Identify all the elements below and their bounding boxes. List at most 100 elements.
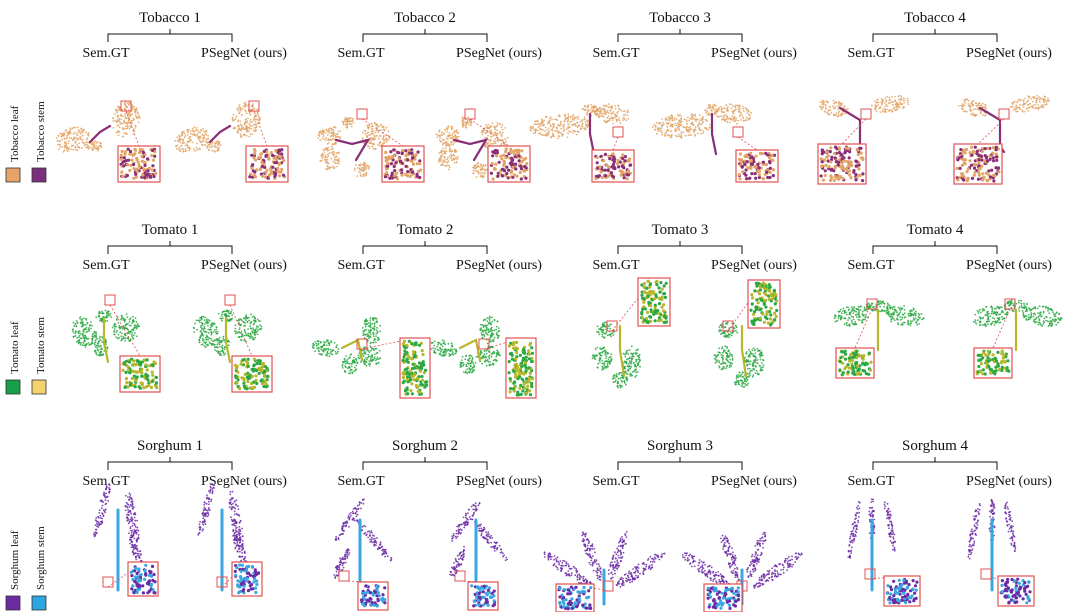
point-cloud-ground-truth (55, 100, 161, 183)
label-prediction: PSegNet (ours) (456, 46, 542, 61)
panel-sorghum-3: Sorghum 3 Sem.GT PSegNet (ours) (543, 438, 803, 612)
panel-title: Tomato 2 (397, 222, 454, 238)
panel-tobacco-1: Tobacco 1 Sem.GT PSegNet (ours) (55, 10, 289, 183)
point-cloud-ground-truth (817, 94, 910, 185)
zoom-connector (854, 308, 873, 349)
zoom-inset (637, 277, 671, 327)
legend-sorghum: Sorghum leaf Sorghum stem (5, 526, 47, 611)
panel-sorghum-2: Sorghum 2 Sem.GT PSegNet (ours) (333, 438, 542, 611)
zoom-inset (357, 581, 389, 611)
panel-tobacco-2: Tobacco 2 Sem.GT PSegNet (ours) (317, 10, 542, 183)
point-cloud-prediction (681, 531, 803, 612)
zoom-marker (102, 576, 114, 588)
bracket (107, 457, 233, 470)
zoom-marker (980, 568, 992, 580)
legend-swatch (31, 379, 47, 395)
legend-label: Tobacco stem (35, 101, 47, 162)
panel-title: Tobacco 1 (139, 10, 201, 26)
panel-tomato-1: Tomato 1 Sem.GT PSegNet (ours) (71, 222, 287, 393)
zoom-inset (119, 355, 161, 393)
zoom-inset (997, 575, 1035, 607)
zoom-connector (361, 118, 404, 147)
legend-swatch (31, 595, 47, 611)
point-cloud-ground-truth (333, 498, 393, 611)
label-ground-truth: Sem.GT (592, 258, 640, 273)
zoom-inset (883, 575, 921, 607)
zoom-connector (107, 561, 144, 588)
point-cloud-prediction (197, 483, 263, 597)
zoom-inset (381, 145, 425, 183)
zoom-marker (338, 570, 350, 582)
point-cloud-ground-truth (833, 298, 925, 379)
label-ground-truth: Sem.GT (847, 474, 895, 489)
label-ground-truth: Sem.GT (337, 258, 385, 273)
label-ground-truth: Sem.GT (847, 258, 895, 273)
legend-tobacco: Tobacco leaf Tobacco stem (5, 101, 47, 183)
zoom-connector (612, 136, 619, 151)
label-prediction: PSegNet (ours) (456, 258, 542, 273)
bracket (362, 457, 488, 470)
zoom-inset (817, 143, 867, 185)
zoom-inset (467, 581, 499, 611)
label-prediction: PSegNet (ours) (966, 46, 1052, 61)
legend-label: Tomato stem (35, 317, 47, 374)
legend-label: Tobacco leaf (9, 105, 21, 162)
point-cloud-prediction (713, 279, 781, 388)
zoom-inset (399, 337, 431, 399)
label-prediction: PSegNet (ours) (201, 46, 287, 61)
point-cloud-ground-truth (543, 531, 666, 612)
point-cloud-prediction (430, 315, 537, 399)
label-prediction: PSegNet (ours) (456, 474, 542, 489)
zoom-inset (231, 355, 273, 393)
label-prediction: PSegNet (ours) (966, 474, 1052, 489)
legend-swatch (5, 595, 21, 611)
panel-title: Tobacco 3 (649, 10, 711, 26)
zoom-marker (224, 294, 236, 306)
label-prediction: PSegNet (ours) (966, 258, 1052, 273)
point-cloud-ground-truth (93, 483, 159, 597)
zoom-inset (117, 145, 161, 183)
point-cloud-prediction (192, 294, 273, 393)
bracket (872, 29, 998, 42)
panel-sorghum-1: Sorghum 1 Sem.GT PSegNet (ours) (82, 438, 287, 597)
label-ground-truth: Sem.GT (82, 474, 130, 489)
bracket (617, 241, 743, 254)
zoom-inset (953, 143, 1003, 185)
panel-title: Tomato 3 (652, 222, 709, 238)
label-prediction: PSegNet (ours) (711, 258, 797, 273)
bracket (617, 29, 743, 42)
label-ground-truth: Sem.GT (847, 46, 895, 61)
zoom-inset (555, 583, 595, 612)
zoom-inset (127, 561, 159, 597)
label-prediction: PSegNet (ours) (711, 474, 797, 489)
panel-title: Tomato 1 (142, 222, 199, 238)
label-ground-truth: Sem.GT (592, 46, 640, 61)
panel-tobacco-4: Tobacco 4 Sem.GT PSegNet (ours) (817, 10, 1052, 185)
panel-title: Sorghum 4 (902, 438, 968, 454)
point-cloud-prediction (435, 108, 531, 183)
point-cloud-ground-truth (529, 103, 635, 183)
zoom-connector (229, 304, 253, 357)
panel-title: Sorghum 1 (137, 438, 203, 454)
zoom-marker (104, 294, 116, 306)
bracket (107, 29, 233, 42)
zoom-marker (998, 108, 1010, 120)
panel-title: Sorghum 2 (392, 438, 458, 454)
zoom-inset (735, 149, 779, 183)
bracket (107, 241, 233, 254)
zoom-marker (860, 108, 872, 120)
point-cloud-ground-truth (317, 108, 425, 183)
zoom-inset (231, 561, 263, 597)
zoom-connector (253, 110, 268, 147)
point-cloud-prediction (449, 502, 509, 611)
label-ground-truth: Sem.GT (337, 474, 385, 489)
legend-label: Sorghum stem (35, 526, 47, 590)
zoom-connector (841, 118, 867, 145)
panel-title: Tomato 4 (907, 222, 964, 238)
zoom-connector (737, 136, 758, 151)
panel-title: Tobacco 2 (394, 10, 456, 26)
legend-swatch (5, 379, 21, 395)
panel-title: Sorghum 3 (647, 438, 713, 454)
label-prediction: PSegNet (ours) (201, 474, 287, 489)
